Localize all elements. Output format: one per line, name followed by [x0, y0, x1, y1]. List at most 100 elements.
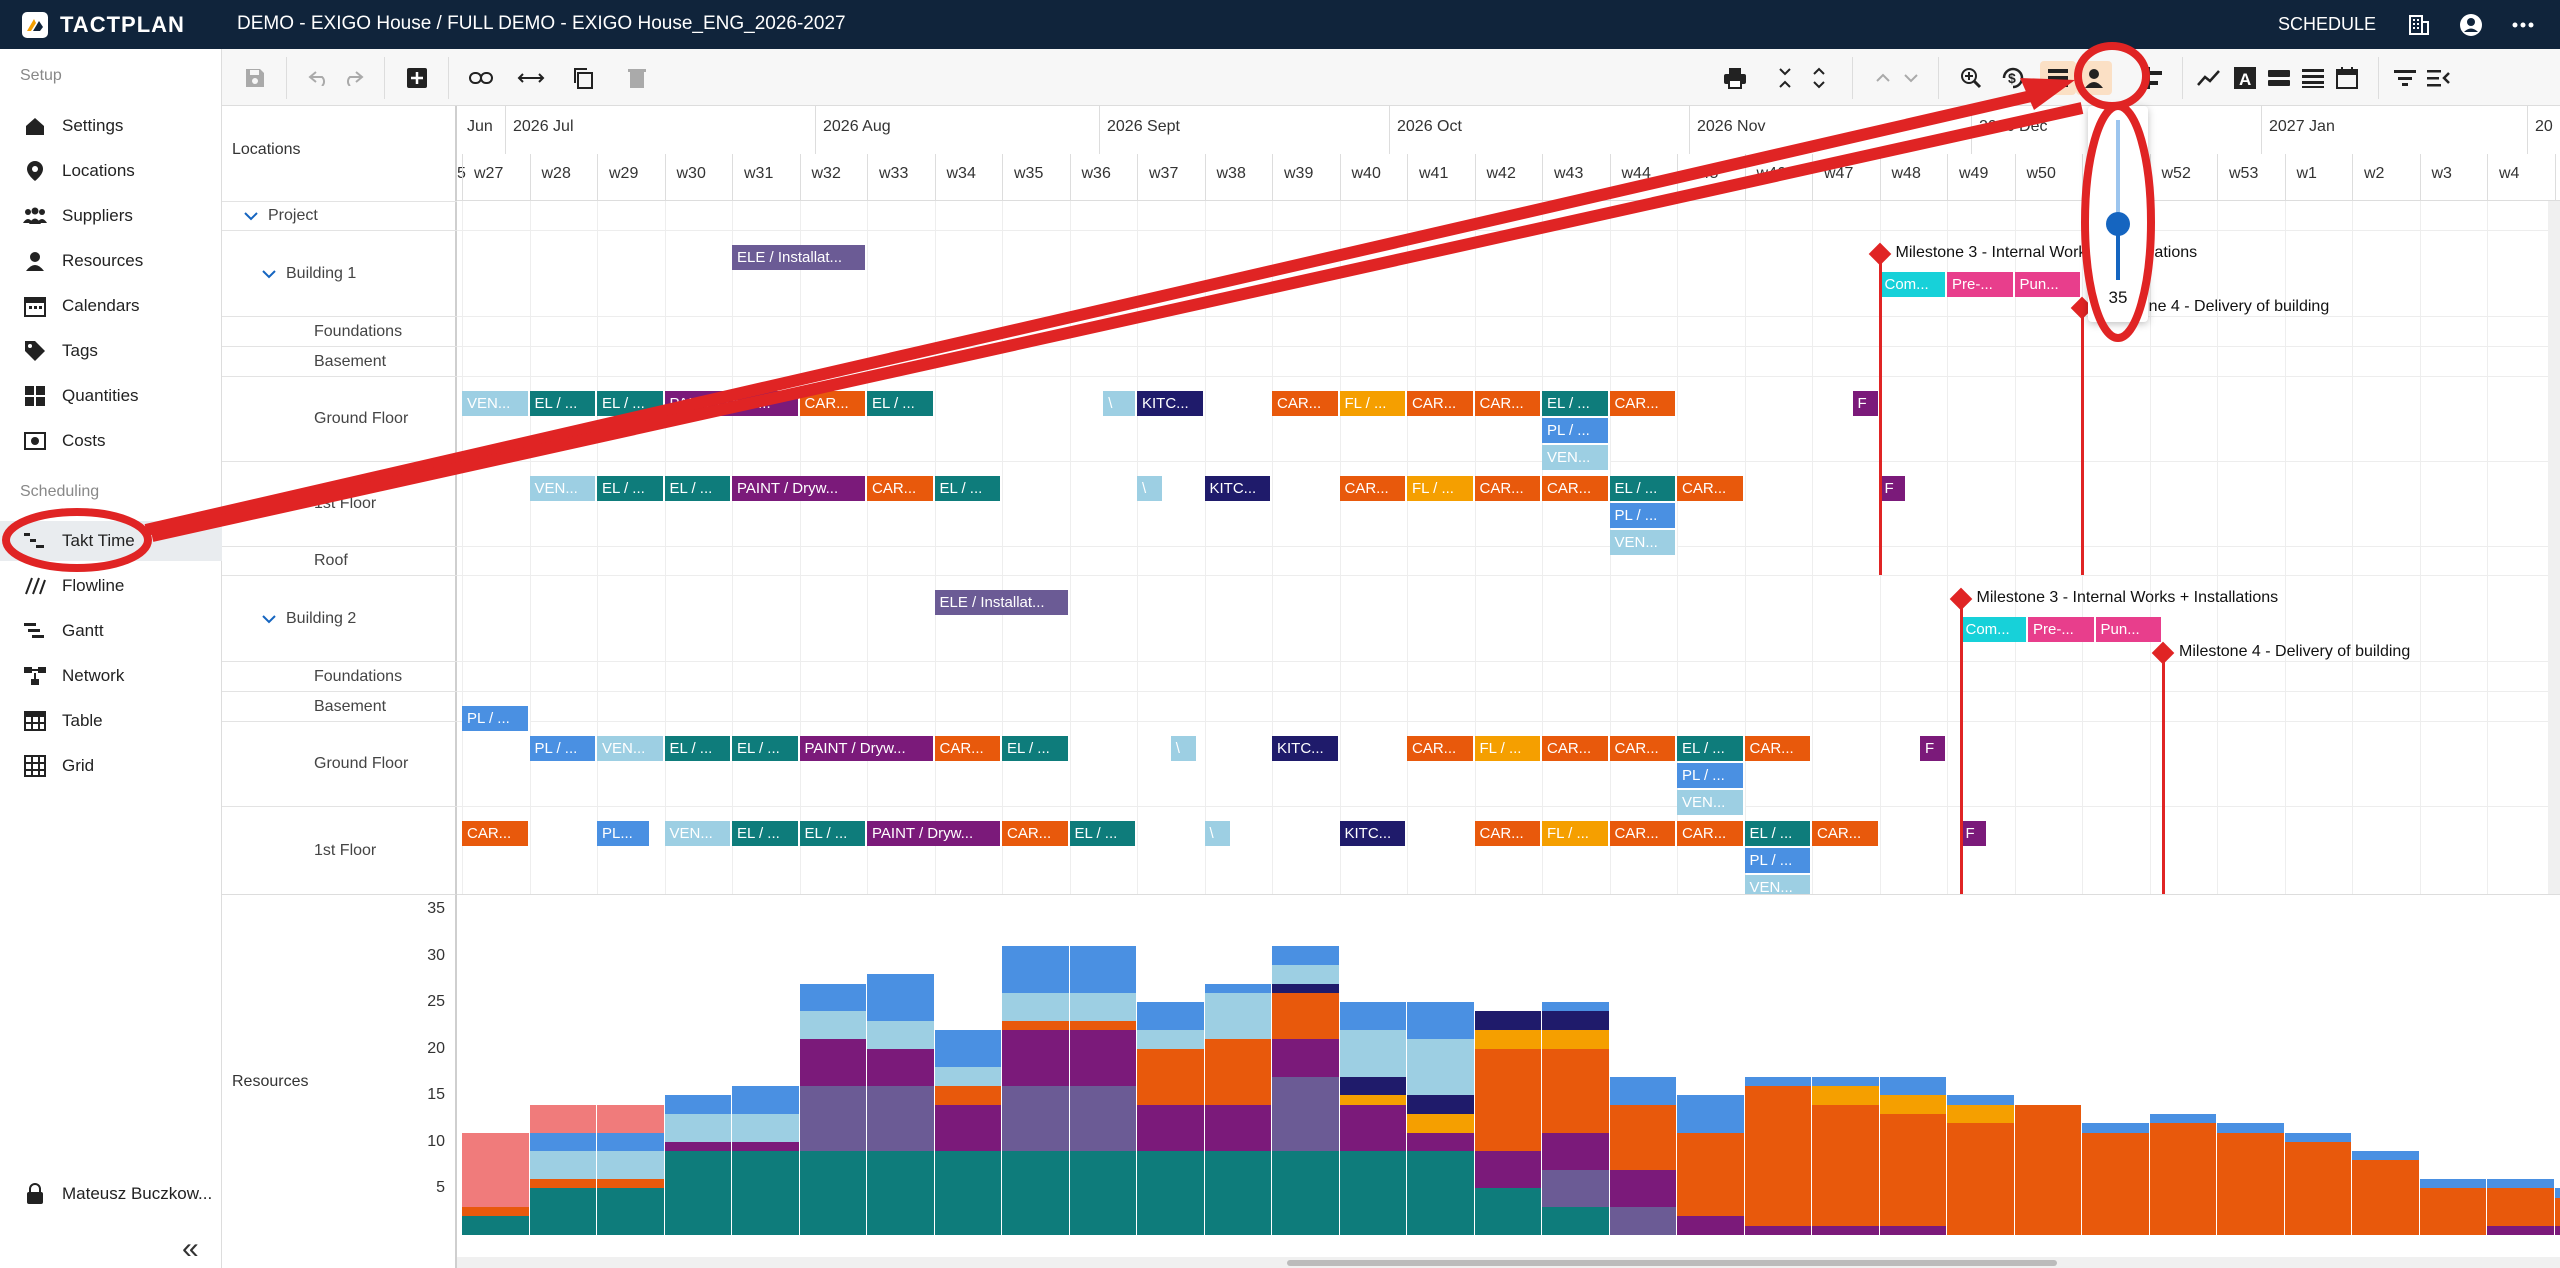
filter-icon[interactable]	[2390, 63, 2420, 93]
task-bar[interactable]: F	[1879, 476, 1907, 501]
collapse-rows-icon[interactable]	[1770, 63, 1800, 93]
chevron-down-icon[interactable]	[1896, 63, 1926, 93]
task-bar[interactable]: ELE / Installat...	[934, 590, 1070, 615]
bars-icon[interactable]	[2264, 63, 2294, 93]
task-bar[interactable]: Com...	[1960, 617, 2028, 642]
task-bar[interactable]: EL / ...	[1744, 821, 1812, 846]
task-bar[interactable]: VEN...	[1744, 875, 1812, 894]
task-bar[interactable]: VEN...	[1542, 445, 1610, 470]
task-bar[interactable]: CAR...	[1407, 391, 1475, 416]
sidebar-item-flowline[interactable]: Flowline	[0, 566, 222, 606]
task-bar[interactable]: EL / ...	[1069, 821, 1137, 846]
task-bar[interactable]: KITC...	[1204, 476, 1272, 501]
task-bar[interactable]: Pre-...	[1947, 272, 2015, 297]
task-bar[interactable]: Pun...	[2014, 272, 2082, 297]
task-bar[interactable]: PAINT / Dryw...	[664, 391, 800, 416]
chevron-up-icon[interactable]	[1868, 63, 1898, 93]
location-row-foundations[interactable]: Foundations	[222, 661, 457, 691]
tactplan-logo[interactable]	[22, 12, 48, 38]
task-bar[interactable]: \	[1103, 391, 1137, 416]
resource-histogram[interactable]	[457, 894, 2560, 1268]
takt-chart[interactable]: ELE / Installat... VEN... EL / ... EL / ...…	[457, 201, 2560, 894]
task-bar[interactable]: CAR...	[1407, 736, 1475, 761]
task-bar[interactable]: EL / ...	[597, 476, 665, 501]
sidebar-item-gantt[interactable]: Gantt	[0, 611, 222, 651]
chevron-down-icon[interactable]	[260, 265, 278, 283]
task-bar[interactable]: PAINT / Dryw...	[867, 821, 1002, 846]
project-title[interactable]: DEMO - EXIGO House / FULL DEMO - EXIGO H…	[237, 13, 846, 34]
location-row-foundations[interactable]: Foundations	[222, 316, 457, 346]
horizontal-scrollbar[interactable]	[457, 1257, 2560, 1268]
print-icon[interactable]	[1720, 63, 1750, 93]
task-bar[interactable]: \	[1170, 736, 1198, 761]
task-bar[interactable]: FL / ...	[1474, 736, 1542, 761]
slider-handle[interactable]	[2106, 212, 2130, 236]
sidebar-item-suppliers[interactable]: Suppliers	[0, 196, 222, 236]
collapse-sidebar-button[interactable]: «	[182, 1232, 199, 1265]
sidebar-item-settings[interactable]: Settings	[0, 106, 222, 146]
save-icon[interactable]	[240, 63, 270, 93]
task-bar[interactable]: VEN...	[597, 736, 665, 761]
task-bar[interactable]: Pun...	[2095, 617, 2163, 642]
task-bar[interactable]: FL / ...	[1407, 476, 1475, 501]
task-bar[interactable]: CAR...	[1474, 391, 1542, 416]
task-bar[interactable]: CAR...	[934, 736, 1002, 761]
task-bar[interactable]: CAR...	[1677, 821, 1745, 846]
sidebar-item-grid[interactable]: Grid	[0, 746, 222, 786]
row-height-slider-popup[interactable]: 35	[2088, 106, 2148, 322]
task-bar[interactable]: CAR...	[1474, 821, 1542, 846]
task-bar[interactable]: PAINT / Dryw...	[799, 736, 935, 761]
add-task-icon[interactable]	[402, 63, 432, 93]
link-icon[interactable]	[466, 63, 496, 93]
task-bar[interactable]: CAR...	[867, 476, 935, 501]
task-bar[interactable]: CAR...	[1542, 736, 1610, 761]
task-bar[interactable]: VEN...	[529, 476, 597, 501]
task-bar[interactable]: EL / ...	[934, 476, 1002, 501]
task-bar[interactable]: EL / ...	[732, 736, 800, 761]
task-bar[interactable]: VEN...	[664, 821, 732, 846]
sidebar-item-costs[interactable]: Costs	[0, 421, 222, 461]
chevron-down-icon[interactable]	[242, 207, 260, 225]
task-bar[interactable]: PL / ...	[1744, 848, 1812, 873]
task-bar[interactable]: CAR...	[1542, 476, 1610, 501]
location-row-ground-floor[interactable]: Ground Floor	[222, 376, 457, 461]
sidebar-item-takt-time[interactable]: Takt Time	[0, 521, 222, 561]
sidebar-item-resources[interactable]: Resources	[0, 241, 222, 281]
task-bar[interactable]: PAINT / Dryw...	[732, 476, 867, 501]
sidebar-item-quantities[interactable]: Quantities	[0, 376, 222, 416]
task-bar[interactable]: \	[1137, 476, 1164, 501]
hierarchy-icon[interactable]	[2138, 63, 2168, 93]
row-height-icon[interactable]	[2040, 61, 2076, 95]
location-row-basement[interactable]: Basement	[222, 691, 457, 721]
menu-collapse-icon[interactable]	[2424, 63, 2454, 93]
expand-rows-icon[interactable]	[1804, 63, 1834, 93]
copy-icon[interactable]	[568, 63, 598, 93]
list-view-icon[interactable]	[2298, 63, 2328, 93]
task-bar[interactable]: VEN...	[1677, 790, 1745, 815]
task-bar[interactable]: Pre-...	[2028, 617, 2096, 642]
stretch-icon[interactable]	[516, 63, 546, 93]
task-bar[interactable]: EL / ...	[597, 391, 665, 416]
building-icon[interactable]	[2404, 10, 2434, 40]
location-row-building-1[interactable]: Building 1	[222, 230, 457, 316]
sidebar-item-table[interactable]: Table	[0, 701, 222, 741]
undo-icon[interactable]	[304, 63, 334, 93]
location-row-1st-floor[interactable]: 1st Floor	[222, 806, 457, 894]
task-bar[interactable]: CAR...	[1609, 391, 1677, 416]
task-bar[interactable]: ELE / Installat...	[732, 245, 867, 270]
redo-icon[interactable]	[338, 63, 368, 93]
task-bar[interactable]: CAR...	[1609, 821, 1677, 846]
location-row-roof[interactable]: Roof	[222, 546, 457, 575]
task-bar[interactable]: CAR...	[1339, 476, 1407, 501]
task-bar[interactable]: KITC...	[1272, 736, 1340, 761]
text-label-icon[interactable]: A	[2230, 63, 2260, 93]
chevron-down-icon[interactable]	[260, 610, 278, 628]
delete-icon[interactable]	[622, 63, 652, 93]
location-row-building-2[interactable]: Building 2	[222, 575, 457, 661]
task-bar[interactable]: EL / ...	[1542, 391, 1610, 416]
task-bar[interactable]: EL / ...	[732, 821, 800, 846]
task-bar[interactable]: KITC...	[1137, 391, 1205, 416]
task-bar[interactable]: CAR...	[1744, 736, 1812, 761]
location-row-basement[interactable]: Basement	[222, 346, 457, 376]
task-bar[interactable]: VEN...	[462, 391, 530, 416]
